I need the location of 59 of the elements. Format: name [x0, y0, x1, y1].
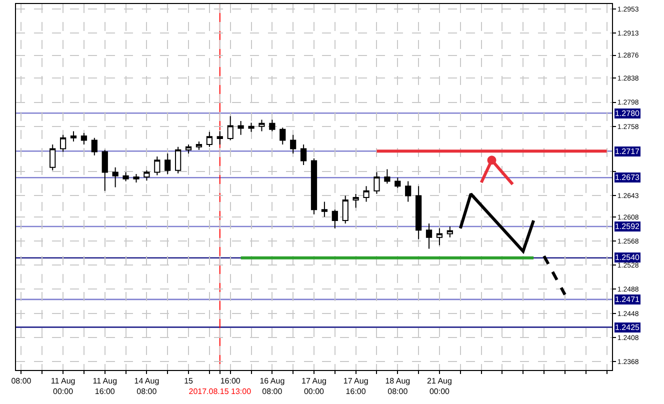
candlestick	[405, 180, 412, 202]
ref-line-label: 1.2780	[615, 109, 640, 118]
ref-line-label: 1.2592	[615, 222, 640, 231]
ref-line-label: 1.2471	[615, 295, 640, 304]
candlestick	[426, 222, 432, 250]
x-tick-label: 17 Aug 16:00	[343, 376, 368, 396]
candlestick	[133, 174, 140, 183]
candlestick	[238, 120, 244, 136]
candlestick	[175, 146, 182, 174]
candlestick	[269, 119, 276, 132]
candlestick	[164, 153, 171, 175]
candlestick	[352, 193, 359, 208]
candlestick	[300, 144, 307, 166]
ref-line-label: 1.2425	[615, 323, 640, 332]
candlestick	[227, 116, 234, 141]
ref-line-label: 1.2673	[615, 173, 640, 182]
candlestick	[290, 134, 296, 154]
candlestick	[280, 127, 286, 145]
candlestick	[196, 140, 202, 150]
candlestick	[384, 168, 390, 184]
candlestick	[374, 172, 380, 194]
x-tick-label: 15	[184, 376, 194, 386]
x-tick-label: 16:00	[220, 376, 241, 386]
candlestick	[206, 131, 212, 148]
candlestick	[321, 201, 328, 218]
ref-line-label: 1.2717	[615, 147, 640, 156]
candlestick	[394, 177, 401, 188]
candlestick	[80, 132, 88, 145]
ref-line-label: 1.2540	[615, 253, 640, 262]
x-tick-label: 11 Aug 00:00	[50, 376, 76, 396]
candlestick	[60, 134, 66, 152]
x-tick-label: 16 Aug 08:00	[260, 376, 285, 396]
candlestick	[436, 228, 443, 246]
candlestick	[144, 170, 150, 182]
x-tick-label: 17 Aug 00:00	[302, 376, 326, 396]
candlestick	[363, 186, 370, 202]
candlestick	[332, 209, 338, 229]
x-tick-label: 11 Aug 16:00	[92, 376, 118, 396]
candlestick	[50, 144, 56, 171]
line-series	[458, 192, 536, 253]
candlestick	[248, 122, 254, 132]
candlestick	[154, 156, 160, 176]
x-tick-label: 08:00	[11, 376, 32, 386]
candlestick	[416, 186, 422, 240]
candlestick	[446, 226, 453, 238]
candlestick	[112, 166, 118, 188]
candlestick	[70, 130, 77, 142]
candlestick	[122, 172, 129, 182]
x-tick-label: 18 Aug 08:00	[385, 376, 410, 396]
candlestick	[342, 195, 348, 224]
x-tick-label: 14 Aug 08:00	[134, 376, 160, 396]
candlestick	[258, 119, 265, 132]
candlestick	[216, 130, 223, 145]
candlestick	[310, 158, 318, 215]
x-tick-label: 21 Aug 00:00	[427, 376, 452, 396]
candlestick	[185, 144, 192, 154]
candlestick	[102, 149, 108, 192]
candlestick	[91, 137, 98, 156]
x-tick-label: 2017.08.15 13:00	[188, 387, 252, 396]
